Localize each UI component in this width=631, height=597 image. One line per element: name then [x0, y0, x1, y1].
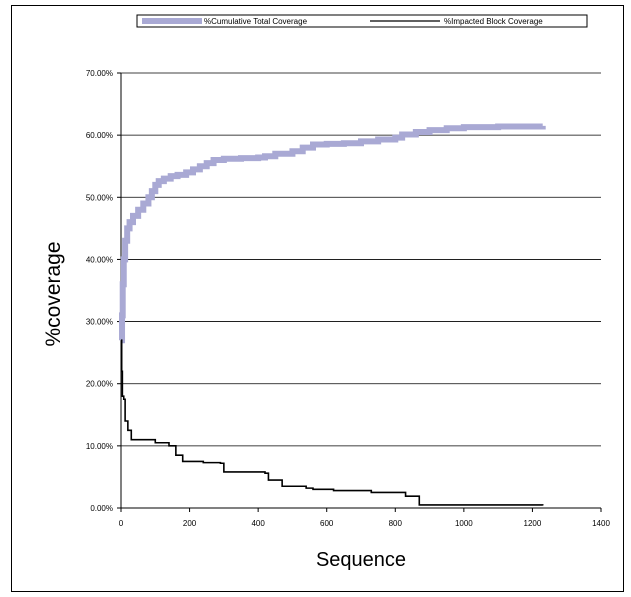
series-cumulative-line	[119, 123, 546, 344]
x-tick-label: 1000	[455, 519, 473, 528]
series-impacted-line	[120, 339, 544, 506]
y-tick-label: 20.00%	[86, 380, 113, 389]
x-axis-title: Sequence	[316, 549, 406, 571]
y-tick-label: 40.00%	[86, 255, 113, 264]
chart-svg: %Cumulative Total Coverage %Impacted Blo…	[42, 14, 611, 571]
x-tick-label: 1200	[524, 519, 542, 528]
legend: %Cumulative Total Coverage %Impacted Blo…	[136, 14, 588, 28]
y-tick-label: 0.00%	[90, 504, 113, 513]
y-tick-label: 60.00%	[86, 131, 113, 140]
y-tick-label: 70.00%	[86, 69, 113, 78]
x-tick-label: 200	[183, 519, 197, 528]
x-tick-label: 600	[320, 519, 334, 528]
legend-label-impacted: %Impacted Block Coverage	[444, 17, 543, 26]
x-tick-label: 1400	[592, 519, 610, 528]
chart-frame: %Cumulative Total Coverage %Impacted Blo…	[11, 5, 624, 592]
gridlines	[121, 72, 601, 509]
y-tick-label: 30.00%	[86, 318, 113, 327]
tick-labels: 0.00% 10.00% 20.00% 30.00% 40.00% 50.00% 60.00…	[86, 69, 611, 528]
x-tick-label: 800	[389, 519, 403, 528]
legend-swatch-cumulative	[142, 18, 202, 24]
x-tick-label: 400	[251, 519, 265, 528]
y-tick-label: 10.00%	[86, 442, 113, 451]
series-layer	[119, 123, 546, 506]
y-tick-label: 50.00%	[86, 193, 113, 202]
legend-box	[136, 14, 588, 28]
y-axis-title: %coverage	[42, 241, 65, 346]
legend-label-cumulative: %Cumulative Total Coverage	[204, 17, 308, 26]
x-tick-label: 0	[119, 519, 124, 528]
